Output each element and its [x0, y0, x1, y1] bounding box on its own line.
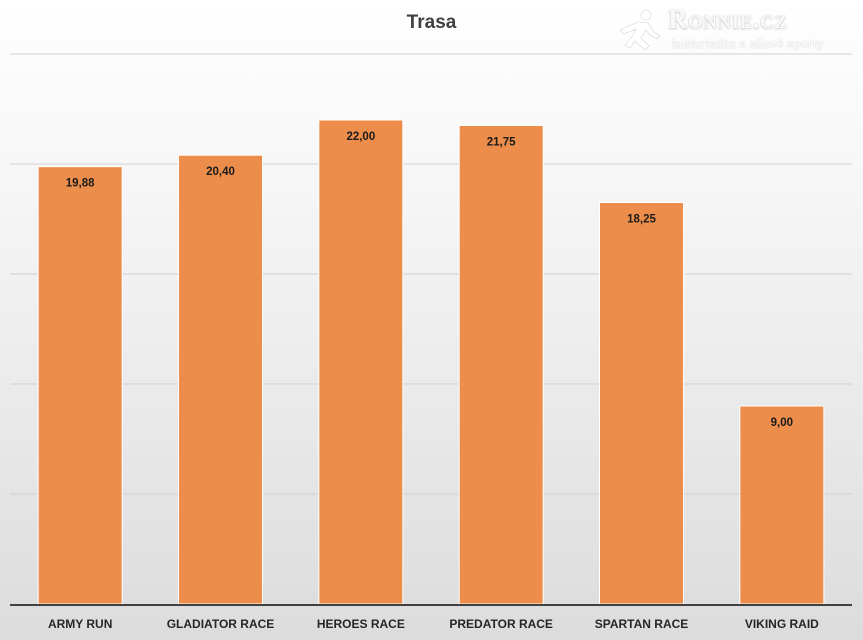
watermark-logo: Ronnie.cz kulturistika a silové sporty [616, 4, 851, 60]
category-label: GLADIATOR RACE [167, 617, 275, 631]
chart-title: Trasa [406, 12, 457, 33]
category-label: PREDATOR RACE [449, 617, 553, 631]
category-label: HEROES RACE [317, 617, 405, 631]
category-label: VIKING RAID [745, 617, 819, 631]
category-label: SPARTAN RACE [595, 617, 689, 631]
data-label: 21,75 [487, 137, 516, 149]
category-label: ARMY RUN [48, 617, 112, 631]
bar-spartan-race [599, 202, 684, 605]
data-label: 22,00 [346, 131, 375, 143]
bar-army-run [37, 166, 123, 605]
bar-predator-race [458, 125, 544, 605]
bar-gladiator-race [178, 154, 263, 605]
runner-figure-icon [619, 9, 661, 51]
data-label: 19,88 [66, 178, 95, 190]
data-label: 18,25 [627, 214, 656, 226]
bar-heroes-race [318, 119, 404, 605]
watermark-brand: Ronnie.cz [668, 4, 788, 34]
bar-viking-raid [739, 405, 825, 605]
data-label: 9,00 [771, 417, 793, 429]
data-label: 20,40 [206, 166, 235, 178]
watermark-tagline: kulturistika a silové sporty [672, 37, 824, 51]
